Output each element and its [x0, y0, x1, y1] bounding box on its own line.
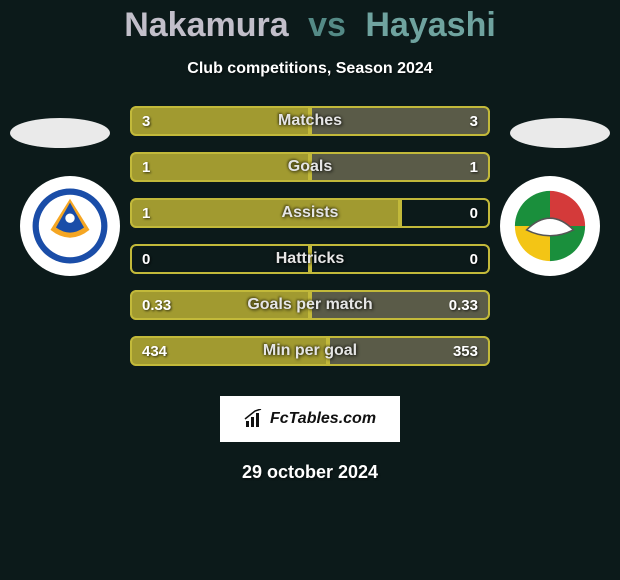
stat-bar-left — [130, 198, 400, 228]
subtitle: Club competitions, Season 2024 — [0, 60, 620, 78]
stat-row: Goals per match0.330.33 — [130, 290, 490, 320]
club-badge-left — [20, 176, 120, 276]
stat-bar-left — [130, 244, 310, 274]
stat-bar-left — [130, 152, 310, 182]
stat-bar-left — [130, 106, 310, 136]
brand-text: FcTables.com — [270, 410, 376, 428]
comparison-arena: Matches33 Goals11 Assists10 Hattricks00 Goal… — [0, 106, 620, 386]
stat-bar-left — [130, 290, 310, 320]
player2-placeholder — [510, 118, 610, 148]
v-varen-badge-icon — [31, 187, 109, 265]
stat-bar-right — [310, 106, 490, 136]
stat-row: Assists10 — [130, 198, 490, 228]
comparison-title: Nakamura vs Hayashi — [0, 0, 620, 42]
stat-row: Hattricks00 — [130, 244, 490, 274]
stat-bar-left — [130, 336, 328, 366]
stat-bar-right — [400, 198, 490, 228]
stat-bar-right — [310, 290, 490, 320]
stat-row: Min per goal434353 — [130, 336, 490, 366]
brand-chart-icon — [244, 409, 264, 429]
jef-united-badge-icon — [511, 187, 589, 265]
stat-bars: Matches33 Goals11 Assists10 Hattricks00 Goal… — [130, 106, 490, 382]
stat-bar-right — [328, 336, 490, 366]
vs-text: vs — [308, 6, 346, 44]
stat-row: Matches33 — [130, 106, 490, 136]
club-badge-right — [500, 176, 600, 276]
date-label: 29 october 2024 — [0, 462, 620, 483]
stat-row: Goals11 — [130, 152, 490, 182]
player2-name: Hayashi — [365, 6, 495, 44]
brand-badge: FcTables.com — [220, 396, 400, 442]
player1-name: Nakamura — [124, 6, 288, 44]
stat-bar-right — [310, 152, 490, 182]
stat-bar-right — [310, 244, 490, 274]
player1-placeholder — [10, 118, 110, 148]
